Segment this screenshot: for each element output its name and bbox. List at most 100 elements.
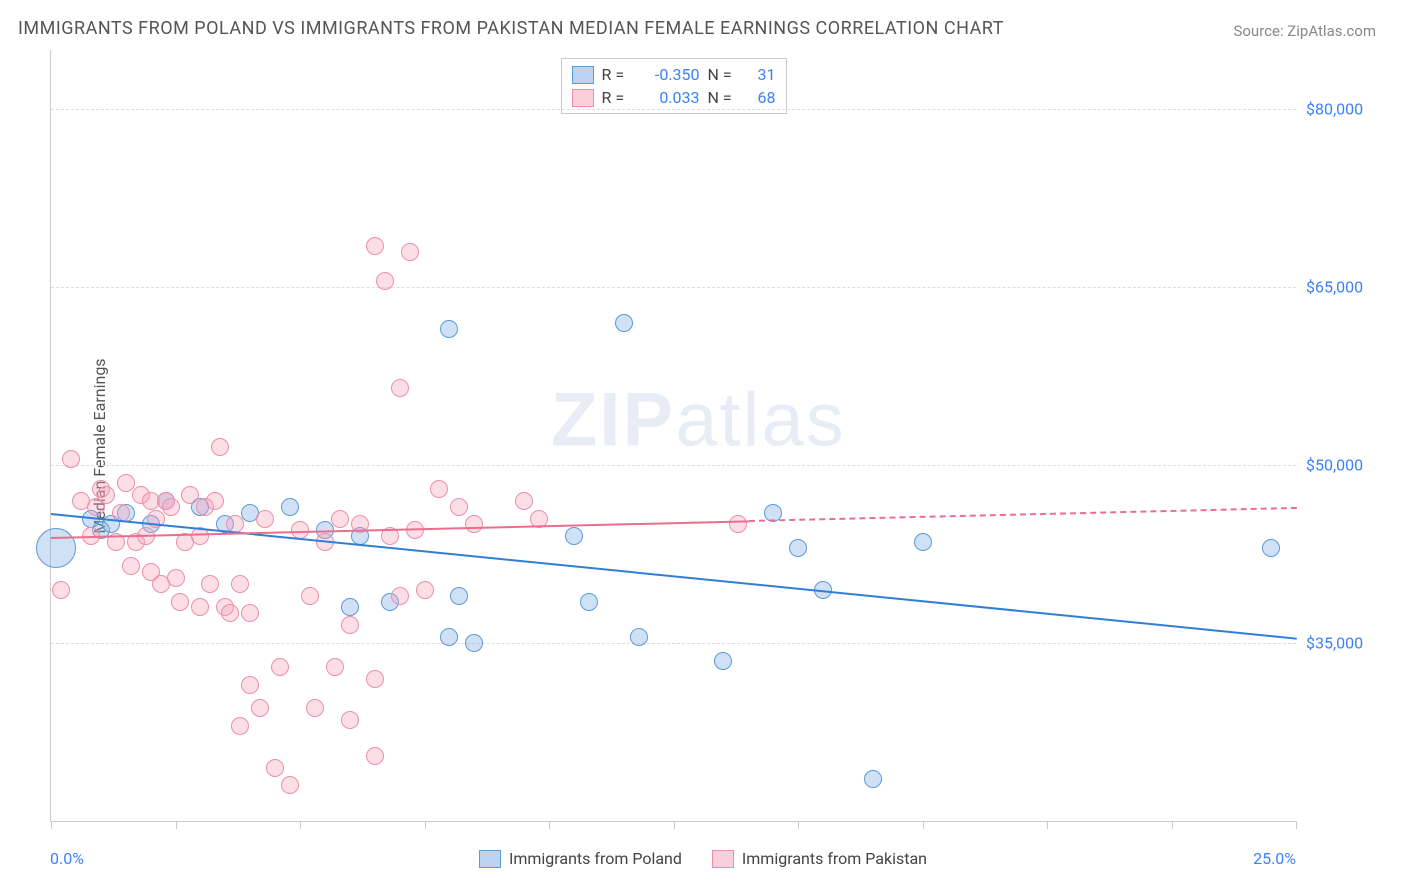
plot-area: ZIPatlas R =-0.350N =31R =0.033N =68 $35… [50,50,1296,822]
legend-n-value: 31 [746,65,776,84]
data-point [36,528,76,568]
x-tick [1047,821,1048,829]
data-point [62,450,80,468]
data-point [366,747,384,765]
legend-r-value: 0.033 [640,88,700,107]
data-point [440,628,458,646]
y-tick-label: $65,000 [1306,278,1396,297]
chart-title: IMMIGRANTS FROM POLAND VS IMMIGRANTS FRO… [18,18,1004,39]
legend-r-value: -0.350 [640,65,700,84]
data-point [241,604,259,622]
data-point [416,581,434,599]
data-point [450,498,468,516]
x-tick [549,821,550,829]
data-point [201,575,219,593]
data-point [450,587,468,605]
legend-stats-row: R = -0.350 N = 31 [572,63,776,86]
data-point [565,527,583,545]
x-axis-max-label: 25.0% [1253,849,1296,868]
data-point [630,628,648,646]
data-point [789,539,807,557]
chart-container: IMMIGRANTS FROM POLAND VS IMMIGRANTS FRO… [0,0,1406,892]
x-tick [176,821,177,829]
data-point [331,510,349,528]
data-point [231,575,249,593]
data-point [97,486,115,504]
legend-r-label: R = [602,65,632,84]
data-point [221,604,239,622]
data-point [231,717,249,735]
legend-series: Immigrants from Poland Immigrants from Pa… [479,849,927,868]
x-tick [923,821,924,829]
legend-swatch [712,850,734,868]
watermark-bold: ZIP [551,378,675,463]
x-tick [51,821,52,829]
gridline [51,109,1296,110]
data-point [167,569,185,587]
data-point [465,634,483,652]
data-point [580,593,598,611]
legend-swatch [479,850,501,868]
data-point [122,557,140,575]
legend-n-value: 68 [746,88,776,107]
x-tick [1296,821,1297,829]
x-tick [798,821,799,829]
data-point [52,581,70,599]
legend-n-label: N = [708,65,738,84]
data-point [1262,539,1280,557]
source-attribution: Source: ZipAtlas.com [1233,22,1376,40]
legend-label: Immigrants from Pakistan [742,849,927,868]
data-point [251,699,269,717]
data-point [301,587,319,605]
data-point [864,770,882,788]
y-tick-label: $50,000 [1306,456,1396,475]
x-axis-min-label: 0.0% [50,849,84,868]
y-tick-label: $80,000 [1306,100,1396,119]
data-point [366,237,384,255]
data-point [430,480,448,498]
data-point [391,587,409,605]
data-point [191,598,209,616]
data-point [341,598,359,616]
data-point [162,498,180,516]
data-point [341,711,359,729]
data-point [266,759,284,777]
data-point [341,616,359,634]
data-point [440,320,458,338]
data-point [281,498,299,516]
x-tick [425,821,426,829]
data-point [914,533,932,551]
legend-stats: R = -0.350 N = 31 R = 0.033 N = 68 [561,58,787,114]
legend-r-label: R = [602,88,632,107]
data-point [171,593,189,611]
x-tick [300,821,301,829]
gridline [51,465,1296,466]
trend-line [749,507,1297,522]
data-point [306,699,324,717]
x-tick [1172,821,1173,829]
data-point [256,510,274,528]
data-point [326,658,344,676]
data-point [281,776,299,794]
gridline [51,287,1296,288]
data-point [401,243,419,261]
data-point [366,670,384,688]
data-point [206,492,224,510]
data-point [729,515,747,533]
legend-n-label: N = [708,88,738,107]
watermark-rest: atlas [675,378,846,463]
legend-swatch [572,89,594,107]
legend-stats-row: R = 0.033 N = 68 [572,86,776,109]
gridline [51,643,1296,644]
legend-item: Immigrants from Pakistan [712,849,927,868]
data-point [515,492,533,510]
legend-item: Immigrants from Poland [479,849,682,868]
legend-label: Immigrants from Poland [509,849,682,868]
data-point [376,272,394,290]
data-point [241,676,259,694]
data-point [465,515,483,533]
watermark: ZIPatlas [551,377,846,464]
data-point [615,314,633,332]
data-point [211,438,229,456]
data-point [714,652,732,670]
